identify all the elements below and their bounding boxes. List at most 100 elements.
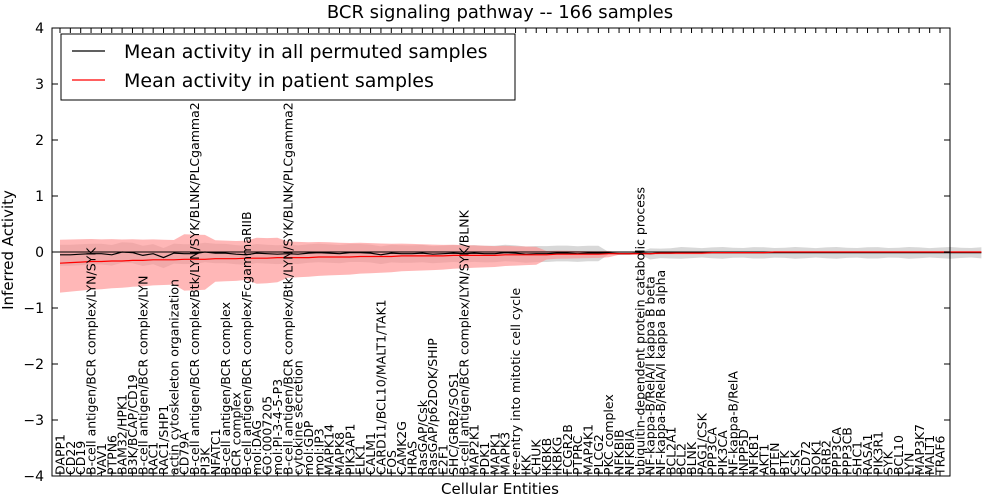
x-tick-label: CALM1 <box>363 432 378 475</box>
x-tick-label: mol:PI-3-4-5-P3 <box>270 379 285 475</box>
x-tick-label: NF-kappa-B/RelA/I kappa B alpha <box>653 270 668 475</box>
x-tick-label: mol:DAG <box>249 420 264 475</box>
x-tick-label: RASA1 <box>860 434 875 475</box>
x-tick-label: MAPK8 <box>332 432 347 475</box>
x-tick-label: NFATC1 <box>208 428 223 475</box>
x-tick-label: MAP2K1 <box>467 424 482 475</box>
x-tick-label: CARD11/BCL10/MALT1/TAK1 <box>373 299 388 475</box>
x-tick-label: PPP3CB <box>839 427 854 475</box>
x-tick-label: B-cell antigen/BCR complex/LYN <box>135 276 150 476</box>
x-tick-label: B-cell antigen/BCR complex <box>218 302 233 475</box>
x-tick-label: GRB2 <box>819 440 834 475</box>
y-tick-label: 4 <box>35 21 44 37</box>
x-tick-label: RasGAP/Csk <box>415 399 430 475</box>
x-tick-label: PTPRC <box>570 435 585 475</box>
x-tick-label: PDK1 <box>477 442 492 475</box>
x-tick-label: ubiquitin-dependent protein catabolic pr… <box>632 187 647 475</box>
x-tick-label: CD72 <box>798 441 813 475</box>
x-tick-label: PIK3AP1 <box>342 424 357 475</box>
x-tick-label: PKC complex <box>601 394 616 475</box>
x-tick-label: PAG1/CSK <box>694 412 709 475</box>
y-tick-label: 1 <box>35 189 44 205</box>
x-tick-label: NFKB1 <box>746 434 761 475</box>
x-tick-label: HRAS <box>405 441 420 475</box>
y-tick-label: 3 <box>35 77 44 93</box>
x-tick-label: actin cytoskeleton organization <box>166 279 181 475</box>
x-tick-label: BAM32/HPK1 <box>115 394 130 475</box>
x-tick-label: MAPK1 <box>487 432 502 475</box>
x-tick-label: SHC/GRB2/SOS1 <box>446 372 461 475</box>
y-tick-label: −1 <box>23 301 44 317</box>
x-tick-label: CD19 <box>73 441 88 475</box>
x-tick-label: MAPK3 <box>498 432 513 475</box>
x-tick-label: INPP5D <box>736 429 751 475</box>
x-tick-label: MALT1 <box>922 435 937 475</box>
x-tick-label: TRAF6 <box>933 435 948 476</box>
x-tick-label: DAPP1 <box>53 434 68 475</box>
line-patient-mean <box>59 251 982 264</box>
x-tick-label: RasGAP/p62DOK/SHIP <box>425 338 440 475</box>
x-tick-label: B-cell antigen/BCR complex/FcgammaRIIB <box>239 211 254 475</box>
x-tick-label: CHUK <box>529 439 544 475</box>
x-tick-label: FOS <box>384 450 399 475</box>
y-tick-label: 0 <box>35 245 44 261</box>
legend-label-permuted: Mean activity in all permuted samples <box>124 41 487 63</box>
x-tick-label: NF-kappa-B/RelA/I kappa B beta <box>643 276 658 475</box>
x-tick-label: MAP3K7 <box>912 424 927 475</box>
x-tick-label: MAP4K1 <box>581 424 596 475</box>
x-tick-label: CD79A <box>177 432 192 475</box>
x-tick-label: PPP3CA <box>705 427 720 475</box>
x-tick-label: CAMK2G <box>394 421 409 475</box>
x-tick-label: B-cell antigen/BCR complex/LYN/SYK/BLNK <box>456 209 471 475</box>
y-tick-label: −4 <box>23 469 44 485</box>
x-tick-label: PTPN6 <box>104 435 119 475</box>
legend: Mean activity in all permuted samples Me… <box>60 33 516 101</box>
y-axis-label: Inferred Activity <box>0 190 17 310</box>
x-tick-label: DOK1 <box>808 439 823 475</box>
legend-box <box>60 33 516 101</box>
x-tick-label: NFKBIA <box>622 429 637 475</box>
x-tick-label: SYK <box>881 450 896 475</box>
x-tick-label: AKT1 <box>757 444 772 475</box>
y-axis: −4 −3 −2 −1 0 1 2 3 4 <box>23 21 950 485</box>
x-tick-label: BCL10 <box>891 435 906 475</box>
x-tick-label: SHC1 <box>850 441 865 475</box>
x-tick-label: IKK <box>518 454 533 475</box>
x-tick-label: PIK3CA <box>715 430 730 475</box>
x-tick-label: mol:GDP <box>301 420 316 475</box>
x-tick-label: re-entry into mitotic cell cycle <box>508 287 523 475</box>
x-tick-label: IKBKB <box>539 438 554 475</box>
x-tick-label: B-cell antigen/BCR complex/Btk/LYN/SYK/B… <box>280 102 295 475</box>
x-tick-label: MAPK14 <box>322 424 337 475</box>
x-tick-label: E2F1 <box>436 444 451 475</box>
x-tick-label: PI3K <box>197 447 212 475</box>
x-tick-label: NF-kappa-B/RelA <box>725 371 740 475</box>
x-tick-label: B-cell antigen/BCR complex/Btk/LYN/SYK/B… <box>187 102 202 475</box>
x-tick-label: BLNK <box>684 441 699 475</box>
y-tick-label: −3 <box>23 413 44 429</box>
band-patient <box>60 234 982 293</box>
x-tick-label: cytokine secretion <box>291 360 306 475</box>
legend-label-patient: Mean activity in patient samples <box>124 70 434 92</box>
x-tick-label: BTK <box>777 450 792 475</box>
x-tick-label: BCL2 <box>674 443 689 475</box>
x-tick-label: RAC1 <box>146 442 161 475</box>
x-tick-label: RAC1/SHP1 <box>156 405 171 475</box>
x-axis-label: Cellular Entities <box>441 480 559 498</box>
x-tick-label: FCGR2B <box>560 424 575 475</box>
x-tick-label: B-cell antigen/BCR complex/LYN/SYK <box>84 247 99 475</box>
x-tick-label: B3K/BCAP/CD19 <box>125 374 140 475</box>
x-tick-label: mol:IP3 <box>311 428 326 475</box>
x-tick-label: IKBKG <box>549 437 564 475</box>
x-tick-label: PIK3R1 <box>870 431 885 475</box>
x-tick-label: GO:0007205 <box>260 396 275 475</box>
x-tick-label: ELK1 <box>353 444 368 475</box>
x-tick-label: BCR complex <box>229 392 244 475</box>
x-tick-label: BCL2A1 <box>663 426 678 475</box>
x-tick-label: NFKBIB <box>612 429 627 475</box>
series-lines <box>59 251 982 264</box>
x-tick-label: CSK <box>788 449 803 475</box>
chart-title: BCR signaling pathway -- 166 samples <box>327 2 673 23</box>
x-tick-label: LYN <box>901 453 916 475</box>
